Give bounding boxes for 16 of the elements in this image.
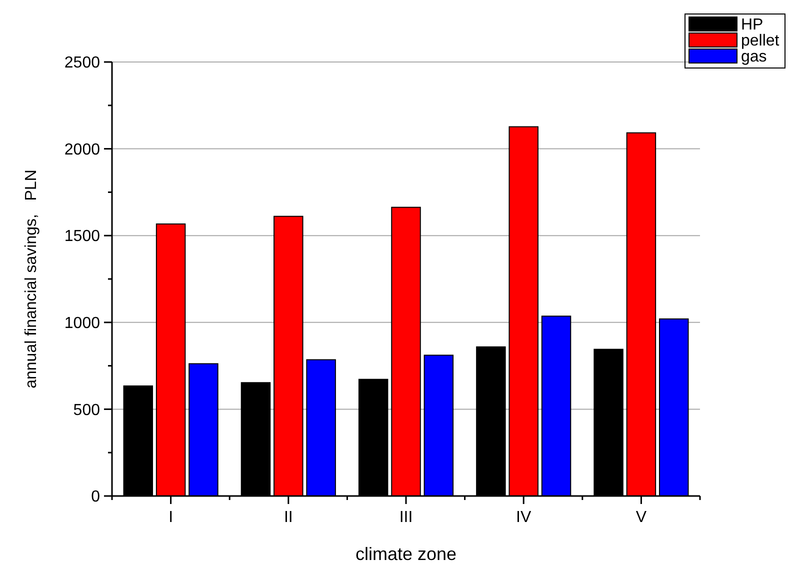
x-tick-label: V [636, 509, 647, 526]
x-tick-label: I [168, 509, 174, 526]
legend-label: HP [741, 16, 764, 34]
y-tick-label: 1000 [64, 315, 100, 332]
y-tick-label: 1500 [64, 228, 100, 246]
x-tick-label: II [284, 509, 293, 526]
y-tick-label: 2500 [64, 54, 100, 72]
y-tick-label: 2000 [64, 141, 100, 158]
y-tick-label: 0 [91, 488, 100, 506]
y-tick-label: 500 [73, 402, 100, 419]
x-tick-label: IV [516, 509, 532, 526]
legend-label: gas [741, 48, 767, 66]
y-axis-title: annual financial savings, PLN [23, 170, 40, 388]
x-tick-label: III [399, 509, 413, 526]
legend-label: pellet [741, 32, 780, 50]
x-axis-title: climate zone [355, 544, 457, 564]
